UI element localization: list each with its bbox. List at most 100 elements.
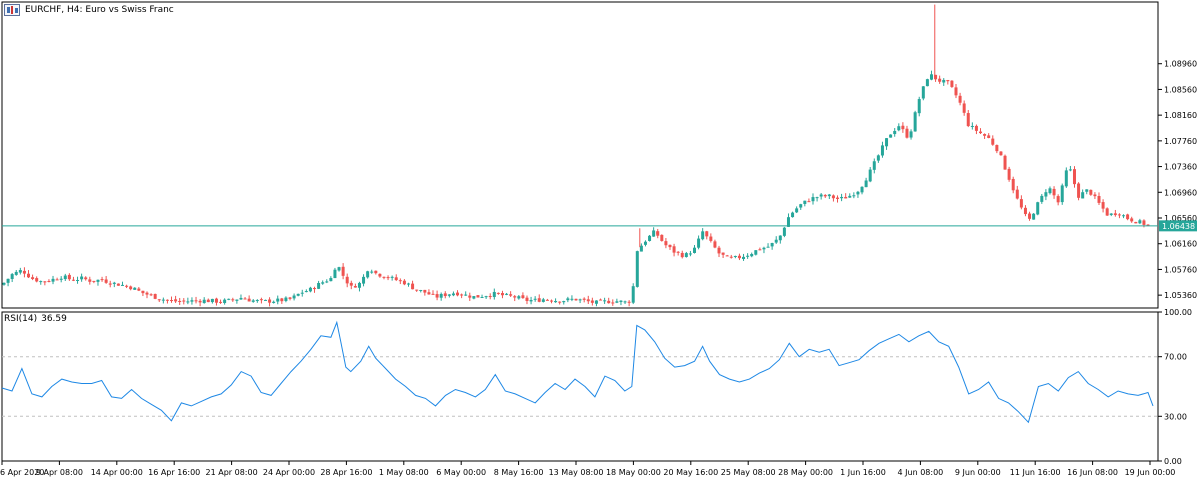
candle-body [1052,188,1056,196]
candle [791,211,795,218]
candle [795,206,799,214]
time-axis-label: 9 Jun 00:00 [955,468,1001,477]
candle [594,300,598,307]
candle [27,270,31,279]
candle [803,200,807,207]
candle-body [1003,155,1007,170]
candle [852,192,856,199]
current-price-label: 1.06438 [1162,222,1195,231]
candle [1036,201,1040,216]
candle [938,75,942,84]
candle-body [431,293,435,295]
rsi-axis-label: 70.00 [1164,353,1187,362]
candle [1028,211,1032,221]
candle-body [1015,189,1019,199]
candle-body [1142,220,1146,225]
candle [529,296,533,305]
candle [623,300,627,305]
candle [88,276,92,285]
candle-body [423,289,427,293]
price-axis-label: 1.05760 [1164,265,1197,274]
candle-body [574,298,578,301]
candle-body [247,298,251,302]
candle [1101,199,1105,213]
candle-body [116,283,120,286]
candle-body [382,276,386,278]
candle-body [942,79,946,83]
candle-body [868,169,872,182]
candle-body [897,126,901,131]
candle-body [603,300,607,302]
candle-body [737,255,741,259]
candle [668,244,672,250]
candle-body [913,112,917,132]
candle [648,234,652,242]
candle [492,288,496,300]
candle-body [1134,221,1138,224]
candle-body [599,299,603,301]
candle [856,190,860,198]
candle-body [447,294,451,296]
time-axis-label: 28 Apr 16:00 [320,468,372,477]
candle [983,133,987,139]
candle-body [292,295,296,299]
candle-body [562,301,566,303]
candle [831,194,835,202]
candle-body [304,291,308,293]
candle [1040,193,1044,204]
candle [631,283,635,305]
candle-body [1044,192,1048,197]
candle [476,295,480,298]
candle-body [460,294,464,296]
candle [67,273,71,281]
candle [603,297,607,304]
candle-body [386,277,390,279]
candle-body [313,288,317,290]
candle-body [631,286,635,303]
candle [627,300,631,307]
candle [382,276,386,280]
candle [554,298,558,303]
candle-body [742,256,746,260]
candle [517,294,521,300]
candle [1056,194,1060,206]
candle-body [415,289,419,291]
price-axis-label: 1.06560 [1164,214,1197,223]
candle [227,298,231,301]
candle [709,233,713,243]
candle-body [864,180,868,188]
candle [750,252,754,258]
candle-body [153,293,157,299]
candle [770,242,774,250]
candle [876,154,880,163]
candle [366,270,370,279]
candle [357,281,361,292]
candle-body [954,87,958,96]
candle [1007,166,1011,182]
candle-body [390,276,394,278]
candle [145,291,149,299]
candle-body [697,238,701,248]
candle-body [92,280,96,282]
candle [586,295,590,305]
candle-body [1101,202,1105,209]
candle-body [1081,192,1085,199]
candle [1109,213,1113,217]
candle [1023,205,1027,217]
candle-body [974,125,978,131]
candle [880,141,884,158]
time-axis-label: 8 May 16:00 [494,468,544,477]
candle-body [672,246,676,253]
candlestick-series [2,70,1150,307]
candle-body [370,271,374,273]
candle-body [178,300,182,302]
candle [1064,167,1068,188]
candle [333,267,337,279]
candle-body [615,301,619,303]
candle-body [831,195,835,199]
candle [178,297,182,306]
candle [619,300,623,306]
candle-body [680,252,684,258]
